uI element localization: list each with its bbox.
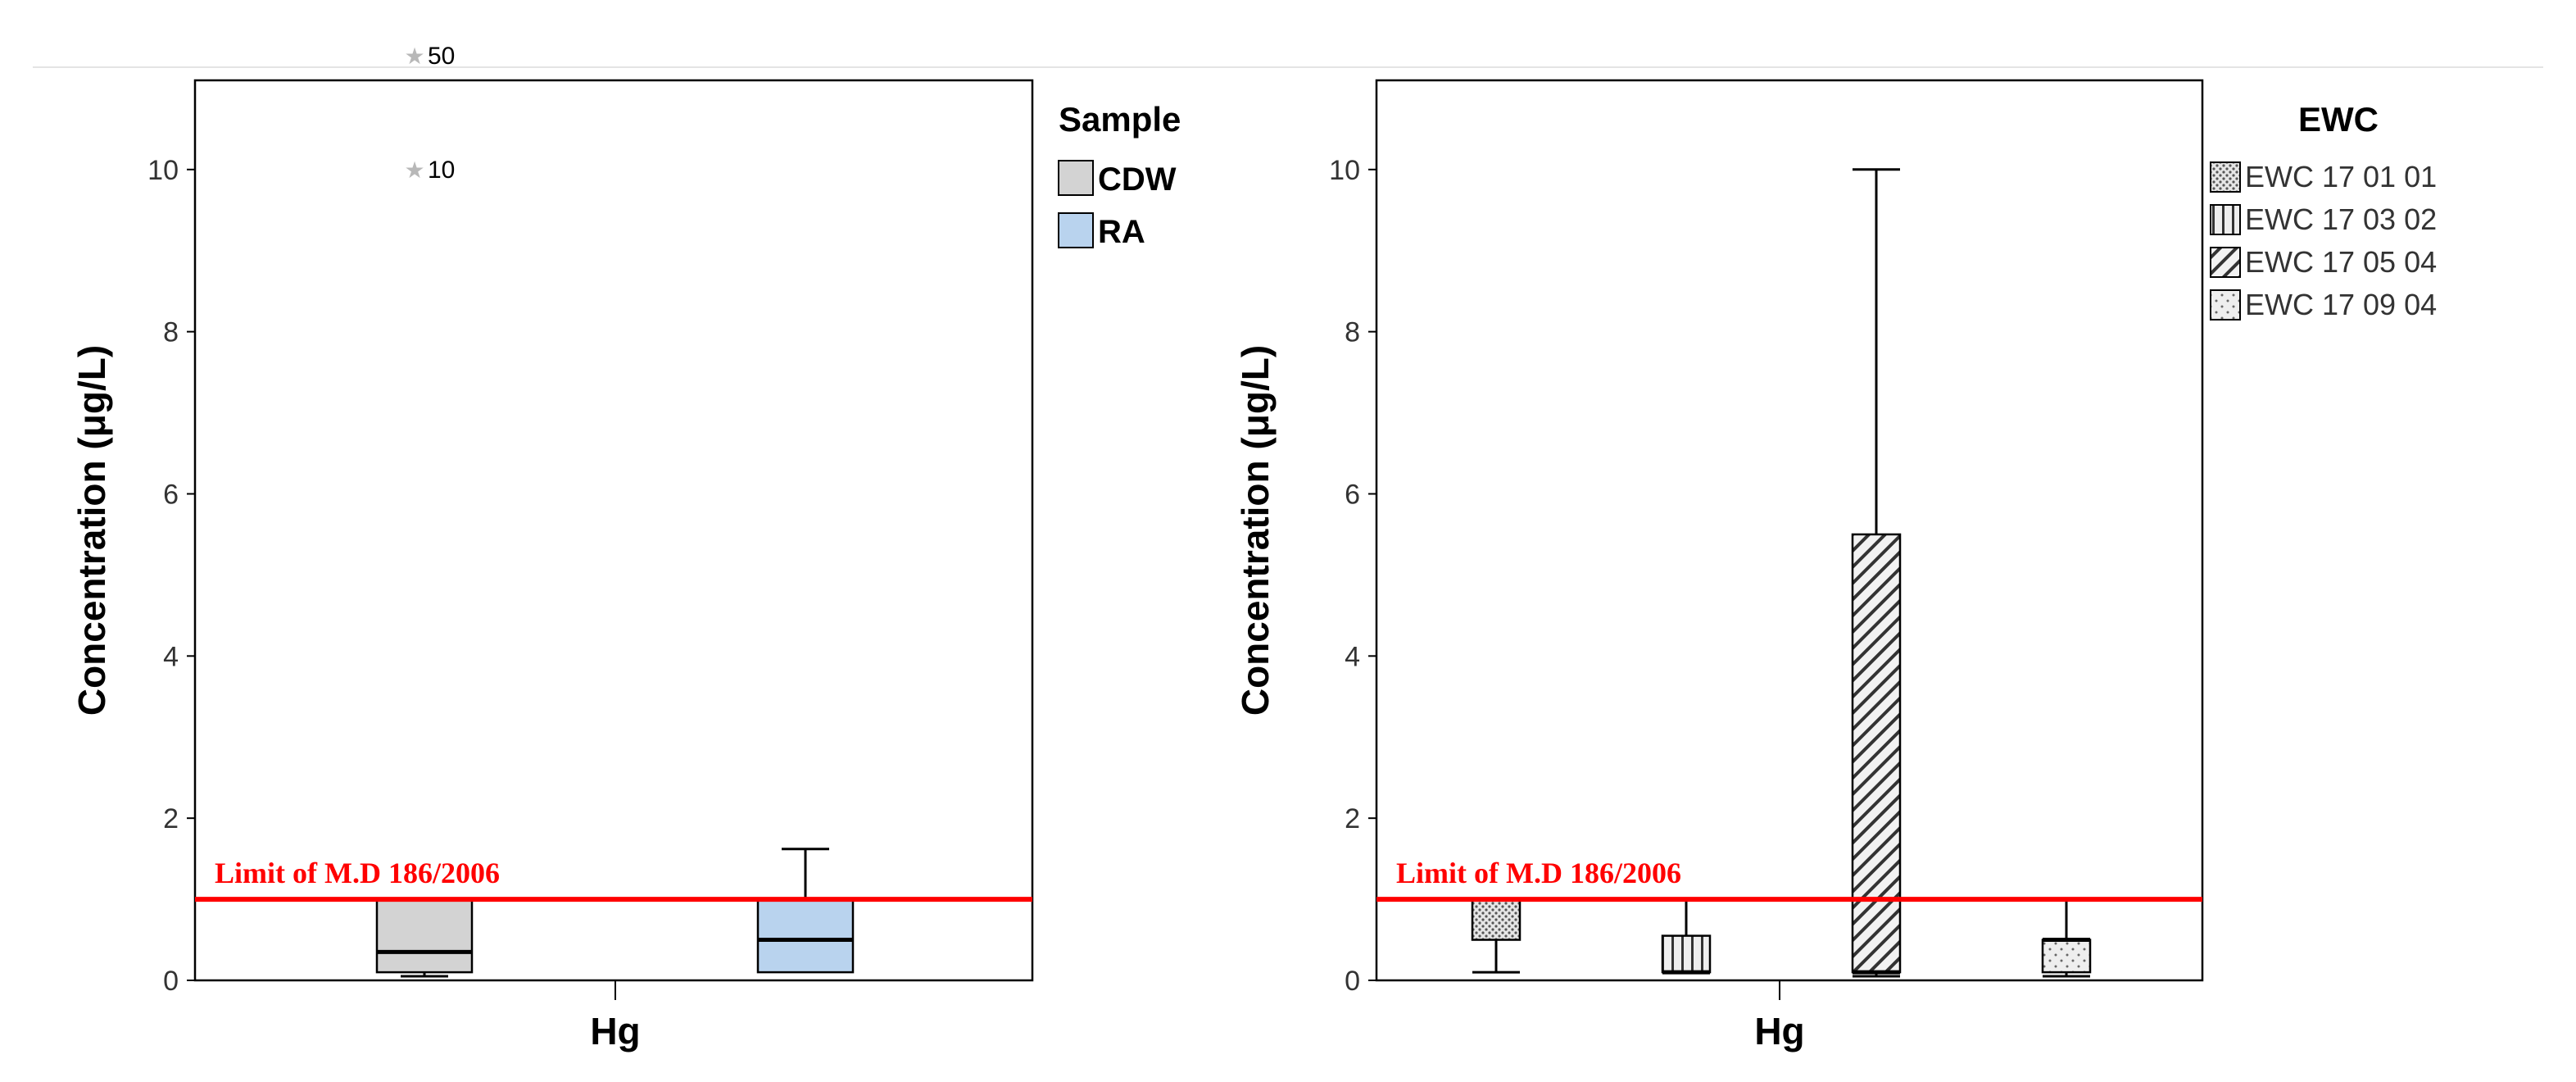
y-tick-label: 8	[1345, 317, 1360, 348]
box-body	[2041, 939, 2092, 974]
legend-swatch	[2210, 161, 2241, 193]
box-ewc-17-03-02	[1661, 898, 1712, 975]
legend-label: EWC 17 01 01	[2245, 160, 2437, 193]
y-tick-label: 4	[163, 641, 179, 672]
chart-right: Concentration (μg/L) Hg 0 2 4 6 8 10 Limit of…	[1234, 79, 2437, 1052]
threshold: Limit of M.D 186/2006	[195, 857, 1032, 902]
y-ticks: 0 2 4 6 8 10	[147, 155, 616, 1000]
outlier-label: 50	[428, 43, 455, 70]
y-tick-label: 10	[147, 155, 179, 186]
legend-title: EWC	[2298, 100, 2379, 139]
legend: EWC EWC 17 01 01 EWC 17 03 02 EWC 17 05 04 E…	[2210, 100, 2437, 321]
y-tick-label: 10	[1329, 155, 1360, 186]
legend-label: EWC 17 09 04	[2245, 288, 2437, 321]
box-body	[1851, 533, 1902, 974]
y-tick-label: 2	[1345, 803, 1360, 834]
legend: Sample CDW RA	[1058, 100, 1181, 250]
plot-frame	[193, 79, 1034, 982]
box-body	[1471, 898, 1522, 941]
y-axis-title: Concentration (μg/L)	[1234, 345, 1277, 716]
threshold: Limit of M.D 186/2006	[1376, 857, 2202, 902]
legend-label: EWC 17 03 02	[2245, 202, 2437, 236]
y-tick-label: 0	[163, 966, 179, 997]
legend-swatch	[2210, 204, 2241, 235]
boxes: ★ 10★ 50	[375, 43, 855, 978]
y-axis-title: Concentration (μg/L)	[70, 345, 113, 716]
box-ra	[756, 848, 855, 974]
legend-swatch	[2210, 247, 2241, 278]
y-tick-label: 6	[1345, 479, 1360, 510]
limit-label: Limit of M.D 186/2006	[1396, 857, 1681, 889]
outlier-label: 10	[428, 157, 455, 184]
y-tick-label: 8	[163, 317, 179, 348]
outlier-marker: ★	[404, 157, 424, 184]
y-tick-label: 6	[163, 479, 179, 510]
limit-label: Limit of M.D 186/2006	[215, 857, 500, 889]
y-ticks: 0 2 4 6 8 10	[1329, 155, 1780, 1000]
box-ewc-17-01-01	[1471, 897, 1522, 974]
legend-title: Sample	[1059, 100, 1181, 139]
y-tick-label: 2	[163, 803, 179, 834]
y-tick-label: 0	[1345, 966, 1360, 997]
legend-swatch	[2210, 289, 2241, 321]
x-axis-title: Hg	[590, 1010, 640, 1052]
legend-label: RA	[1098, 214, 1145, 250]
outlier-marker: ★	[404, 43, 424, 70]
box-body	[1661, 934, 1712, 974]
box-cdw: ★ 10★ 50	[375, 43, 474, 978]
legend-label: CDW	[1098, 161, 1177, 198]
plot-frame	[1375, 79, 2204, 982]
y-tick-label: 4	[1345, 641, 1360, 672]
legend-label: EWC 17 05 04	[2245, 245, 2437, 279]
legend-swatch	[1058, 212, 1094, 248]
box-ewc-17-05-04	[1851, 168, 1902, 978]
legend-swatch	[1058, 160, 1094, 196]
box-ewc-17-09-04	[2041, 898, 2092, 978]
box-body	[375, 898, 474, 974]
boxes	[1471, 168, 2092, 978]
x-axis-title: Hg	[1754, 1010, 1804, 1052]
box-body	[756, 898, 855, 974]
